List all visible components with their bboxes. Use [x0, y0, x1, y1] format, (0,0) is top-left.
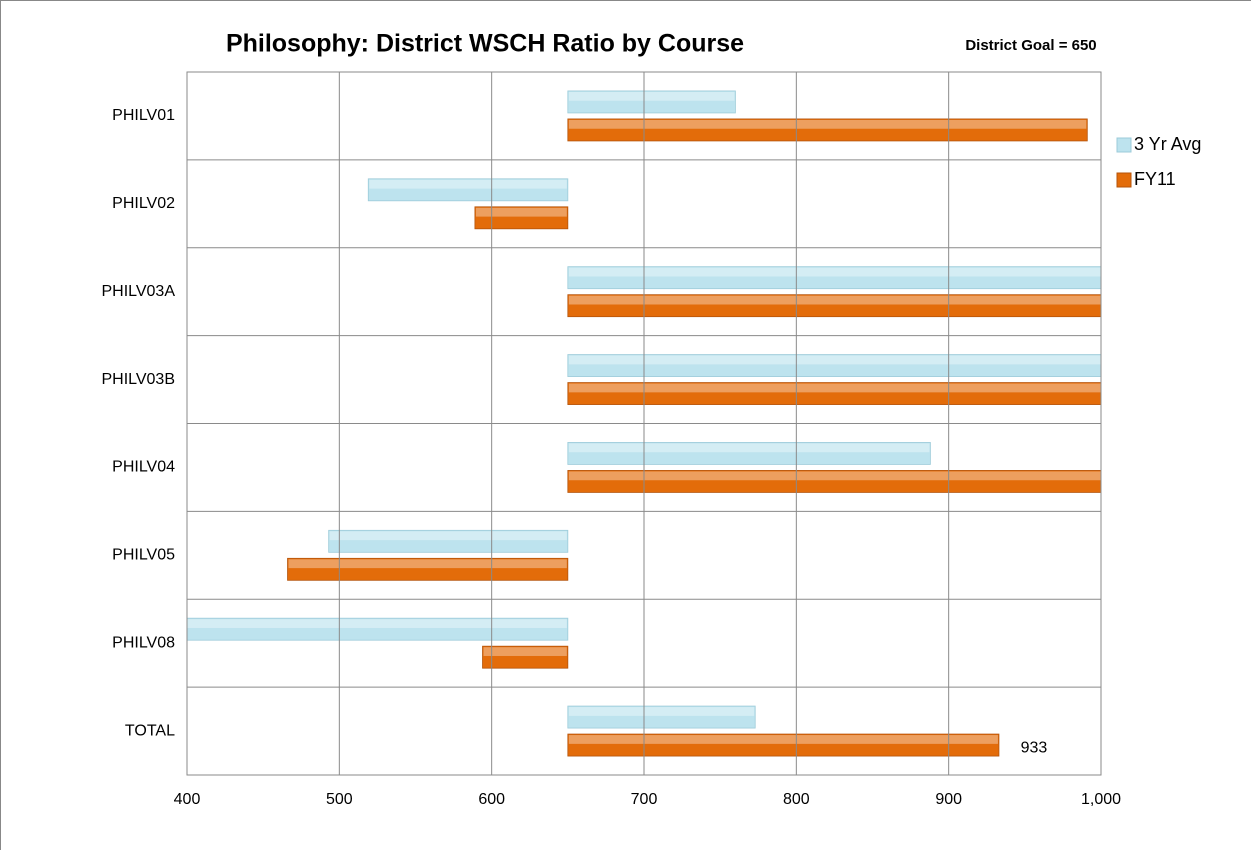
bar	[482, 645, 569, 669]
x-tick-label: 900	[935, 791, 962, 808]
annotation: District Goal = 650	[965, 37, 1096, 54]
bar	[567, 470, 1101, 493]
bar	[474, 206, 569, 230]
y-tick-label: PHILV04	[112, 459, 175, 476]
bar-highlight	[187, 619, 567, 628]
x-tick-label: 500	[326, 791, 353, 808]
bar	[567, 733, 1000, 757]
bar-highlight	[329, 531, 567, 541]
chart-title: Philosophy: District WSCH Ratio by Cours…	[226, 30, 744, 58]
y-tick-label: PHILV03B	[101, 371, 175, 388]
bar-highlight	[568, 735, 998, 744]
y-tick-label: PHILV01	[112, 107, 175, 124]
y-tick-label: PHILV02	[112, 195, 175, 212]
bar-highlight	[568, 267, 1101, 277]
x-tick-label: 400	[174, 791, 201, 808]
x-tick-label: 1,000	[1081, 791, 1121, 808]
bar-highlight	[568, 91, 735, 101]
y-tick-label: TOTAL	[125, 722, 175, 739]
bar	[567, 118, 1088, 142]
legend-label: 3 Yr Avg	[1134, 134, 1201, 154]
bar	[567, 294, 1101, 318]
bar-highlight	[568, 355, 1101, 365]
plot-border	[186, 71, 1102, 776]
bar	[567, 266, 1101, 290]
bar-highlight	[568, 119, 1087, 129]
legend-swatch	[1116, 172, 1132, 188]
bar	[187, 617, 569, 641]
legend-label: FY11	[1134, 169, 1176, 189]
x-tick-label: 800	[783, 791, 810, 808]
bar	[567, 442, 931, 465]
x-tick-label: 600	[478, 791, 505, 808]
bar-highlight	[568, 295, 1101, 305]
bar-highlight	[568, 471, 1101, 481]
y-tick-label: PHILV05	[112, 547, 175, 564]
legend-swatch	[1116, 137, 1132, 153]
y-tick-label: PHILV03A	[101, 283, 175, 300]
bar-highlight	[288, 559, 567, 569]
bar	[328, 529, 569, 553]
bar	[567, 705, 756, 729]
y-tick-label: PHILV08	[112, 634, 175, 651]
bar-highlight	[483, 647, 567, 656]
bar	[287, 557, 569, 581]
bar-highlight	[568, 707, 755, 716]
bar-highlight	[475, 207, 567, 217]
data-label: 933	[1021, 739, 1048, 756]
bar-highlight	[568, 443, 930, 453]
x-tick-label: 700	[631, 791, 658, 808]
bar-highlight	[568, 383, 1101, 393]
bar-highlight	[369, 179, 567, 189]
bar	[367, 178, 569, 202]
bar	[567, 90, 736, 114]
